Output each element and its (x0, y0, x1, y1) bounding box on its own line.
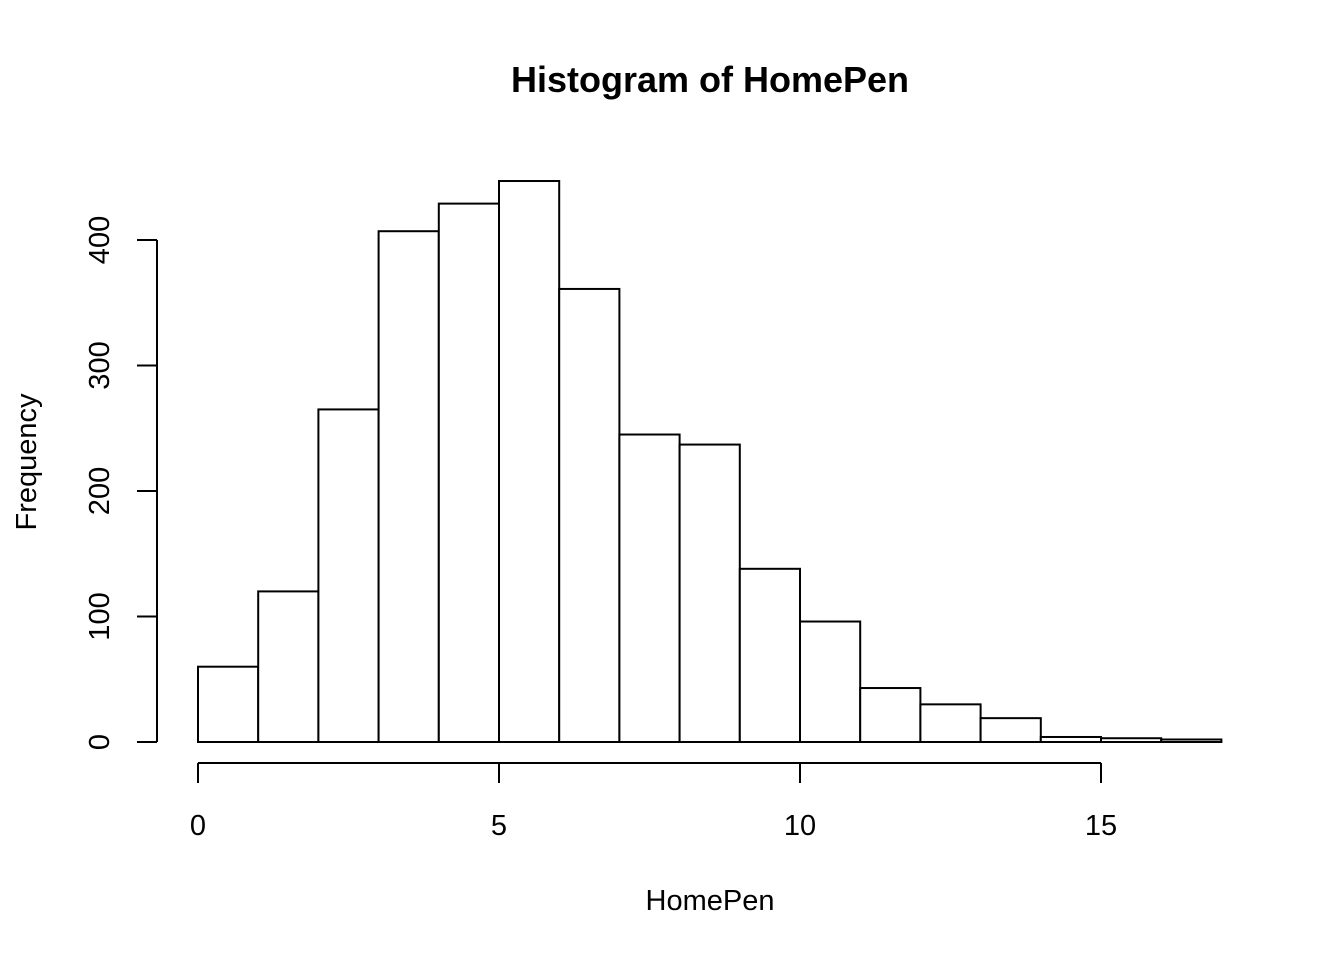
bars-group (197, 180, 1223, 744)
histogram-bar-15 (1100, 737, 1163, 743)
histogram-bar-10 (799, 620, 862, 744)
histogram-bar-9 (738, 567, 801, 743)
histogram-bar-6 (558, 287, 621, 743)
histogram-bar-0 (197, 665, 260, 744)
y-tick-label-2: 200 (84, 467, 116, 515)
histogram-bar-4 (437, 202, 500, 744)
x-tick-label-3: 15 (1085, 810, 1117, 842)
y-tick-label-3: 300 (84, 341, 116, 389)
histogram-bar-12 (919, 703, 982, 743)
histogram-bar-5 (498, 180, 561, 743)
histogram-bar-11 (859, 687, 922, 743)
histogram-bar-7 (618, 433, 681, 743)
y-tick-label-1: 100 (84, 592, 116, 640)
x-tick-label-1: 5 (491, 810, 507, 842)
y-tick-label-0: 0 (84, 734, 116, 750)
histogram-bar-16 (1160, 738, 1223, 743)
x-tick-label-0: 0 (190, 810, 206, 842)
histogram-bar-2 (317, 408, 380, 743)
x-axis: 0 5 10 15 (190, 762, 1117, 842)
chart-title: Histogram of HomePen (511, 59, 909, 100)
x-axis-label: HomePen (646, 885, 775, 917)
histogram-bar-8 (678, 443, 741, 743)
y-tick-label-4: 400 (84, 216, 116, 264)
y-axis: 0 100 200 300 400 (84, 216, 158, 750)
x-tick-label-2: 10 (784, 810, 816, 842)
y-axis-label: Frequency (11, 393, 43, 531)
histogram-bar-14 (1039, 735, 1103, 743)
histogram-bar-1 (257, 590, 320, 744)
histogram-bar-13 (979, 717, 1042, 744)
histogram-bar-3 (377, 230, 440, 743)
